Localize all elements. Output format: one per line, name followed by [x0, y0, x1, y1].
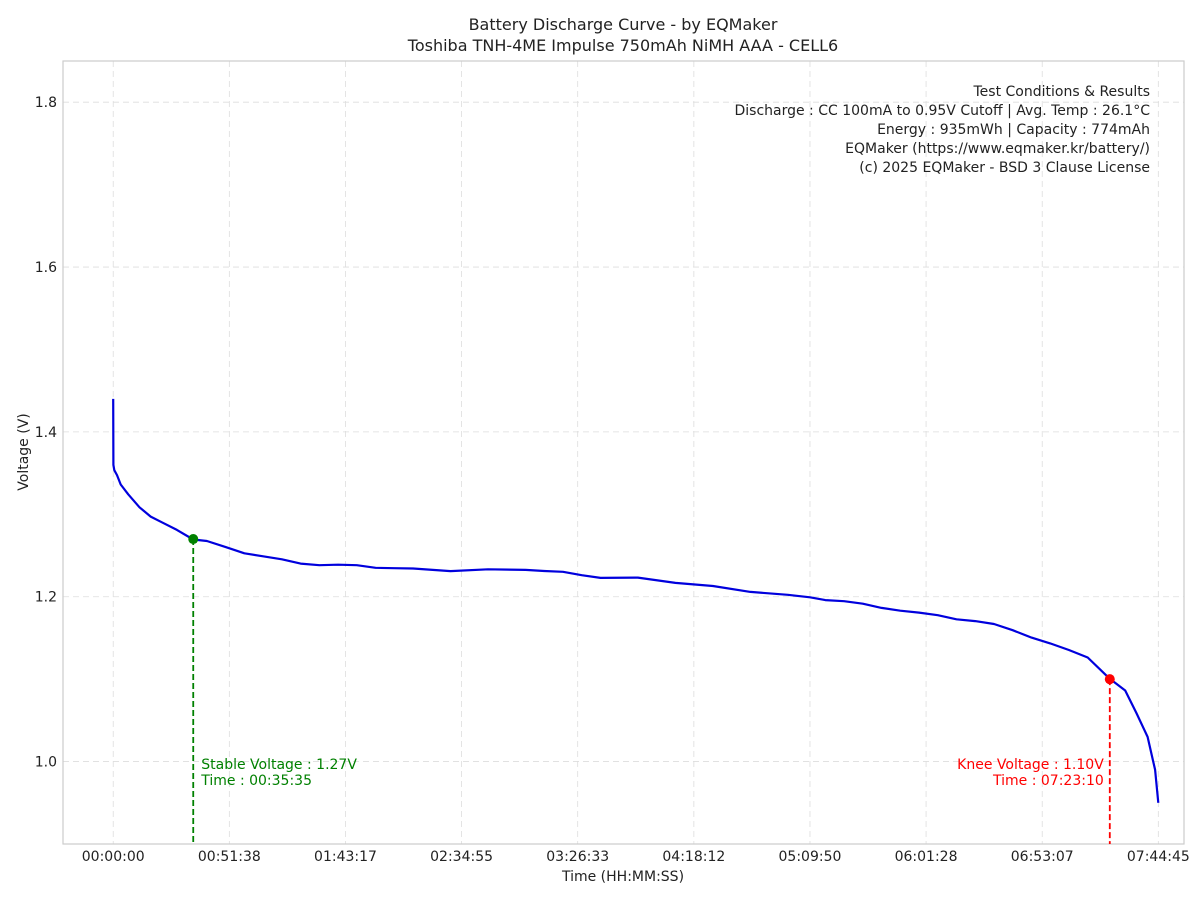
y-tick-label: 1.6 [35, 260, 57, 276]
y-tick-label: 1.4 [35, 425, 57, 441]
marker-voltage-label: Stable Voltage : 1.27V [201, 757, 357, 773]
info-line: Energy : 935mWh | Capacity : 774mAh [877, 122, 1150, 138]
x-tick-label: 06:53:07 [1011, 849, 1074, 865]
y-tick-label: 1.8 [35, 95, 57, 111]
marker-time-label: Time : 00:35:35 [200, 773, 312, 789]
discharge-series-line [112, 398, 1160, 803]
marker-time-label: Time : 07:23:10 [992, 773, 1104, 789]
info-line: (c) 2025 EQMaker - BSD 3 Clause License [859, 160, 1150, 176]
x-tick-label: 00:00:00 [82, 849, 145, 865]
x-tick-label: 06:01:28 [895, 849, 958, 865]
chart-title: Battery Discharge Curve - by EQMaker [469, 15, 778, 34]
info-line: EQMaker (https://www.eqmaker.kr/battery/… [845, 141, 1150, 157]
y-axis: 1.0 1.2 1.4 1.6 1.8 [35, 95, 57, 770]
y-axis-label: Voltage (V) [16, 413, 32, 490]
plot-area-frame [62, 60, 1185, 845]
info-line: Discharge : CC 100mA to 0.95V Cutoff | A… [734, 103, 1150, 119]
marker-point [1104, 674, 1115, 685]
y-tick-label: 1.2 [35, 590, 57, 606]
grid [63, 61, 1184, 844]
x-tick-label: 05:09:50 [779, 849, 842, 865]
y-tick-label: 1.0 [35, 755, 57, 771]
x-axis: 00:00:00 00:51:38 01:43:17 02:34:55 03:26:33… [82, 849, 1190, 865]
info-line: Test Conditions & Results [973, 84, 1151, 100]
x-tick-label: 00:51:38 [198, 849, 261, 865]
x-tick-label: 07:44:45 [1127, 849, 1190, 865]
series-layer [112, 398, 1160, 803]
x-tick-label: 04:18:12 [662, 849, 725, 865]
info-box: Test Conditions & Results Discharge : CC … [734, 84, 1150, 176]
x-tick-label: 02:34:55 [430, 849, 493, 865]
marker-voltage-label: Knee Voltage : 1.10V [957, 757, 1104, 773]
marker-point [188, 534, 199, 545]
x-axis-label: Time (HH:MM:SS) [561, 869, 684, 885]
chart-subtitle: Toshiba TNH-4ME Impulse 750mAh NiMH AAA … [407, 36, 838, 55]
x-tick-label: 03:26:33 [546, 849, 609, 865]
x-tick-label: 01:43:17 [314, 849, 377, 865]
